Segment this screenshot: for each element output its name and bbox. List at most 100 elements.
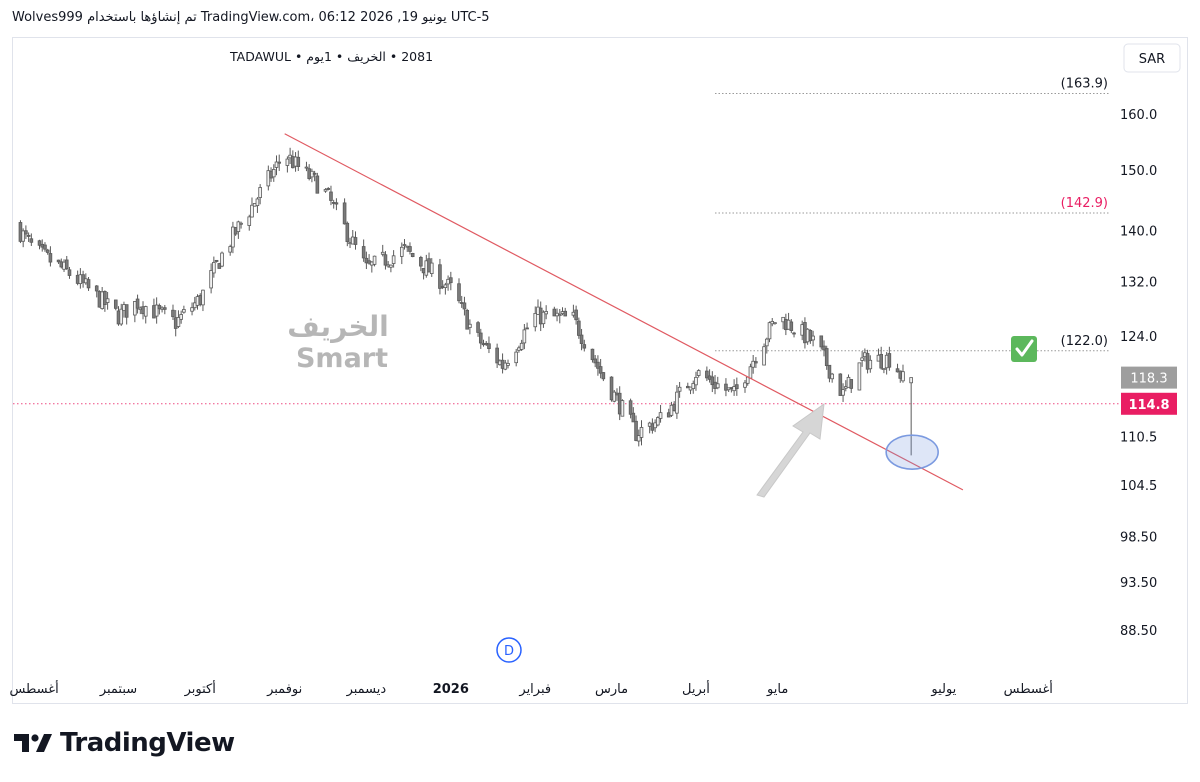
candle-body [323,189,328,192]
candle-body [468,323,472,328]
price-axis: 160.0 150.0 140.0 132.0 124.0 110.5 104.5 98.50… [1120,108,1157,639]
candle-body [312,172,317,175]
candle-body [250,204,254,218]
candle-body [557,314,562,317]
event-marker-label: D [504,644,514,659]
event-marker[interactable]: D [496,637,522,663]
candle-body [677,386,682,392]
candle-body [342,202,347,225]
candle-body [239,222,243,225]
candle-body [113,299,118,309]
candle-body [220,252,224,267]
candle-body [495,347,499,364]
candle-body [579,334,584,344]
candle-body [182,309,186,313]
candle-body [171,309,175,318]
candle-body [157,305,162,310]
candle-body [824,348,829,367]
candle-body [449,277,453,284]
candle-body [735,384,739,390]
currency-label: SAR [1139,52,1165,67]
candle-body [609,376,614,401]
candle-body [767,322,772,340]
candle-body [639,427,644,438]
candle-body [751,360,755,368]
price-tick-label: 132.0 [1120,276,1157,291]
candle-body [315,175,320,194]
tradingview-logo[interactable]: TradingView [14,728,235,758]
candle-body [296,156,301,167]
price-tick-label: 140.0 [1120,224,1157,239]
candle-body [124,304,129,318]
candle-body [601,372,606,380]
candle-body [525,327,529,330]
candle-body [541,311,546,325]
candle-body [658,412,663,419]
candle-body [590,348,595,361]
tradingview-logo-icon [14,734,52,752]
candle-body [119,308,124,325]
candle-body [236,221,241,232]
last-close-label: 118.3 [1130,372,1167,387]
candle-body [86,279,91,289]
candle-body [462,302,467,310]
candle-body [506,362,510,366]
candle-body [277,161,282,164]
time-tick-label: 2026 [433,682,469,697]
candle-body [380,251,385,255]
candle-body [154,304,159,317]
price-tick-label: 160.0 [1120,108,1157,123]
candle-body [67,269,72,276]
candle-body [715,383,720,389]
candle-body [478,332,483,344]
candle-body [190,307,194,312]
candle-body [429,262,434,274]
candle-body [748,366,753,379]
candle-body [879,353,883,369]
candle-body [29,238,34,243]
candle-body [353,237,358,245]
current-price-label: 114.8 [1128,398,1169,413]
candle-body [345,222,350,242]
candle-body [705,370,709,379]
time-axis: أغسطس سبتمبر أكتوبر نوفمبر ديسمبر 2026 فبراير م… [9,680,1052,697]
candle-body [901,371,905,382]
candle-body [533,313,538,328]
candle-body [326,188,331,190]
price-tick-label: 93.50 [1120,576,1157,591]
candle-body [857,362,862,391]
candle-body [389,264,393,268]
price-tick-label: 124.0 [1120,330,1157,345]
candle-body [514,351,518,364]
candle-body [887,353,892,368]
candle-body [634,420,638,441]
candle-body [255,198,260,206]
watermark-line1: الخريف [287,310,389,343]
level-label: (163.9) [1061,77,1108,92]
last-close-badge [1121,366,1177,389]
chart-frame[interactable] [12,37,1188,704]
highlight-circle [885,434,939,470]
candle-body [724,383,728,391]
candle-body [103,291,107,305]
candle-body [909,377,913,384]
candle-body [163,307,167,310]
candle-body [631,412,636,423]
candle-body [179,314,183,320]
candle-body [56,259,61,263]
trendline-group [284,133,964,491]
candle-body [247,216,252,226]
currency-button[interactable]: SAR [1123,43,1181,73]
candle-body [552,308,557,317]
candle-body [383,254,388,266]
candle-body [822,345,826,351]
candle-body [849,379,854,389]
candle-body [476,322,480,333]
time-tick-label: نوفمبر [266,682,302,697]
candle-body [773,322,777,325]
candle-body [656,417,660,426]
candle-body [329,191,333,201]
candle-body [868,359,873,370]
time-tick-label: أغسطس [1004,680,1053,697]
